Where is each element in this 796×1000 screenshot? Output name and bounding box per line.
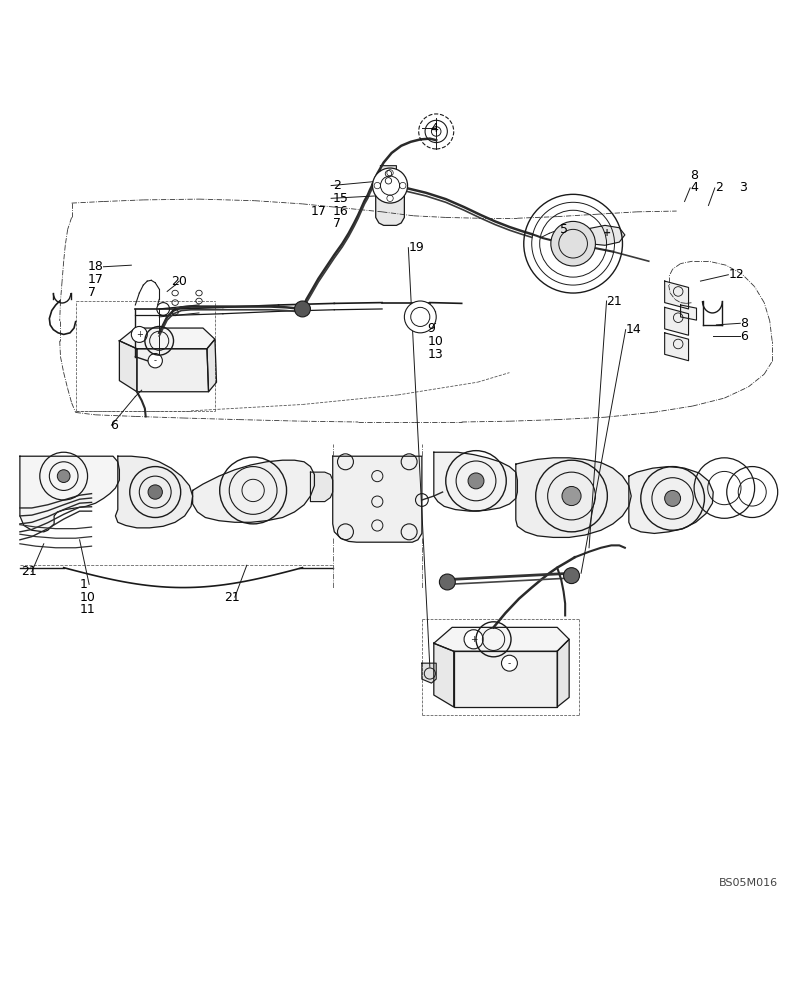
Text: 9: 9 [427,322,435,335]
Circle shape [439,574,455,590]
Text: 4: 4 [430,122,438,135]
Polygon shape [137,349,209,392]
Polygon shape [20,456,119,532]
Circle shape [464,630,483,649]
Text: 15: 15 [333,192,349,205]
Polygon shape [119,328,215,349]
Circle shape [551,221,595,266]
Polygon shape [557,639,569,707]
Text: 3: 3 [739,181,747,194]
Circle shape [404,301,436,333]
Text: 8: 8 [740,317,748,330]
Text: +: + [603,228,611,238]
Circle shape [501,655,517,671]
Circle shape [564,568,579,584]
Polygon shape [115,456,193,528]
Text: 5: 5 [560,223,568,236]
Text: 13: 13 [427,348,443,361]
Text: 10: 10 [427,335,443,348]
Polygon shape [454,651,557,707]
Text: 18: 18 [88,260,103,273]
Text: 21: 21 [607,295,622,308]
Text: -: - [508,659,511,668]
Text: 12: 12 [728,268,744,281]
Text: 8: 8 [690,169,698,182]
Polygon shape [422,663,436,683]
Text: 20: 20 [171,275,187,288]
Polygon shape [665,307,689,335]
Text: 4: 4 [690,181,698,194]
Circle shape [562,486,581,506]
Text: 1: 1 [80,578,88,591]
Circle shape [57,470,70,482]
Circle shape [148,485,162,499]
Text: 16: 16 [333,205,349,218]
Text: 17: 17 [88,273,103,286]
Polygon shape [193,460,314,522]
Polygon shape [333,456,422,542]
Circle shape [131,326,147,342]
Polygon shape [434,452,517,511]
Text: 6: 6 [110,419,118,432]
Text: 14: 14 [626,323,642,336]
Polygon shape [629,467,713,533]
Text: 7: 7 [88,286,96,299]
Circle shape [468,473,484,489]
Text: -: - [154,356,157,365]
Text: +: + [470,635,478,644]
Text: 6: 6 [740,330,748,343]
Circle shape [295,301,310,317]
Polygon shape [434,627,569,651]
Text: 19: 19 [408,241,424,254]
Polygon shape [119,341,137,392]
Text: 7: 7 [333,217,341,230]
Polygon shape [585,225,625,245]
Polygon shape [665,333,689,361]
Text: 11: 11 [80,603,96,616]
Text: BS05M016: BS05M016 [720,878,778,888]
Circle shape [148,354,162,368]
Text: 2: 2 [333,179,341,192]
Text: +: + [136,330,142,339]
Text: 10: 10 [80,591,96,604]
Text: 2: 2 [715,181,723,194]
Polygon shape [434,643,454,707]
Circle shape [373,168,408,203]
Polygon shape [665,281,689,309]
Text: 17: 17 [310,205,326,218]
Polygon shape [681,305,696,320]
Polygon shape [516,458,631,537]
Circle shape [665,490,681,506]
Polygon shape [380,166,396,188]
Text: 21: 21 [21,565,37,578]
Polygon shape [207,339,217,392]
Polygon shape [376,196,404,225]
Polygon shape [310,472,333,502]
Text: 21: 21 [224,591,240,604]
